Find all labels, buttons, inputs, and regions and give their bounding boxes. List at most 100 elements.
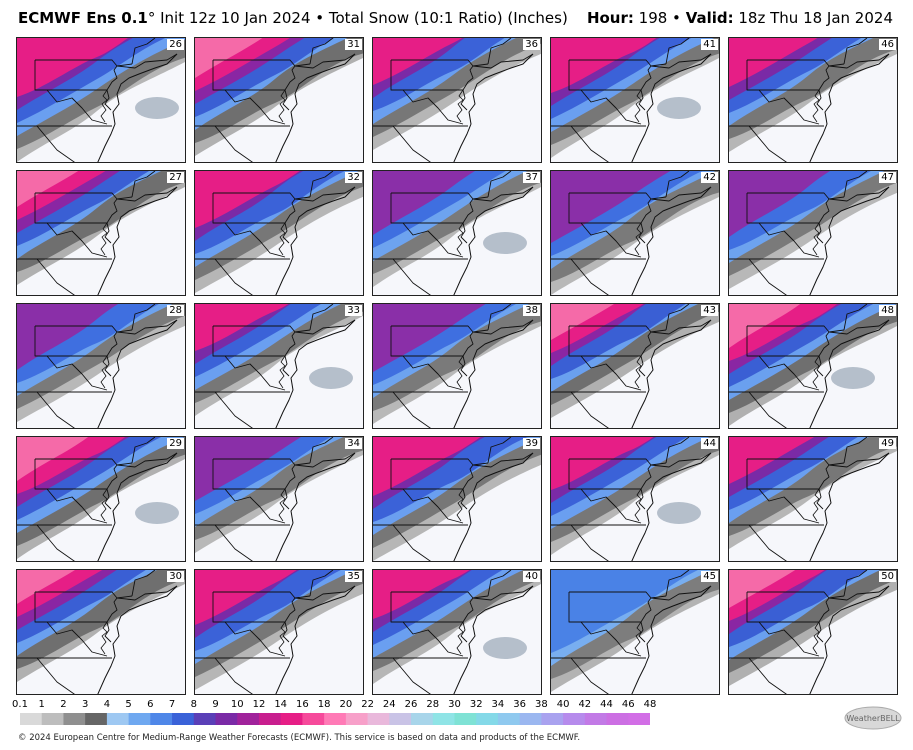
ensemble-member-panel: 41 [550,37,720,163]
ensemble-member-panel: 33 [194,303,364,429]
member-number: 50 [879,571,896,582]
colorbar-segment [345,713,369,725]
ensemble-member-panel: 37 [372,170,542,296]
ensemble-panel-grid: 26 31 36 41 46 27 32 37 42 47 28 33 38 43 48 29 34 39 44 49… [16,37,898,697]
member-number: 31 [345,39,362,50]
snowfall-map [17,38,185,162]
ensemble-member-panel: 42 [550,170,720,296]
colorbar-tick-label: 46 [621,699,635,710]
snowfall-map [17,304,185,428]
colorbar-tick-label: 14 [274,699,288,710]
colorbar-tick-label: 0.1 [12,699,28,710]
colorbar-tick-label: 38 [535,699,548,710]
ensemble-member-panel: 35 [194,569,364,695]
colorbar-segment [432,713,455,725]
colorbar-segment [324,713,347,725]
colorbar-tick-label: 7 [168,699,176,710]
ensemble-member-panel: 31 [194,37,364,163]
snowfall-map [551,171,719,295]
colorbar-segment [497,713,521,725]
ensemble-member-panel: 49 [728,436,898,562]
ensemble-member-panel: 44 [550,436,720,562]
member-number: 39 [523,438,540,449]
member-number: 49 [879,438,896,449]
member-number: 27 [167,172,184,183]
member-number: 40 [523,571,540,582]
member-number: 32 [345,172,362,183]
snowfall-map [729,304,897,428]
snowfall-map [17,171,185,295]
map-title: ECMWF Ens 0.1° Init 12z 10 Jan 2024 • To… [18,9,568,27]
ensemble-member-panel: 39 [372,436,542,562]
snowfall-map [551,38,719,162]
ensemble-member-panel: 30 [16,569,186,695]
colorbar-tick-label: 4 [103,699,111,710]
colorbar-segment [606,713,629,725]
snowfall-map [17,570,185,694]
colorbar-tick-label: 48 [643,699,657,710]
snowfall-map [195,437,363,561]
member-number: 37 [523,172,540,183]
colorbar-tick-label: 32 [469,699,483,710]
snowfall-map [729,570,897,694]
member-number: 41 [701,39,718,50]
colorbar-tick-label: 16 [296,699,309,710]
colorbar-segment [215,713,238,725]
member-number: 26 [167,39,184,50]
colorbar-tick-label: 30 [448,699,461,710]
ensemble-member-panel: 34 [194,436,364,562]
colorbar-segment [280,713,303,725]
colorbar-tick-label: 18 [317,699,331,710]
ensemble-member-panel: 36 [372,37,542,163]
snowfall-map [373,304,541,428]
colorbar-segment [411,713,434,725]
ensemble-member-panel: 29 [16,436,186,562]
snowfall-map [551,570,719,694]
member-number: 48 [879,305,896,316]
colorbar-tick-label: 10 [230,699,244,710]
member-number: 36 [523,39,540,50]
colorbar-tick-label: 26 [404,699,418,710]
colorbar-tick-label: 8 [190,699,197,710]
colorbar-segment [584,713,608,725]
colorbar-scale [20,713,651,725]
snowfall-map [729,38,897,162]
colorbar-segment [563,713,586,725]
colorbar-segment [258,713,282,725]
colorbar-tick-label: 2 [60,699,67,710]
colorbar-segment [85,713,108,725]
member-number: 43 [701,305,718,316]
colorbar-tick-label: 22 [361,699,374,710]
snowfall-map [551,304,719,428]
snowfall-map [373,437,541,561]
snowfall-map [195,38,363,162]
colorbar-segment [454,713,477,725]
header: ECMWF Ens 0.1° Init 12z 10 Jan 2024 • To… [0,0,913,36]
ensemble-member-panel: 43 [550,303,720,429]
colorbar-segment [20,713,43,725]
member-number: 33 [345,305,362,316]
ensemble-member-panel: 45 [550,569,720,695]
snowfall-map [373,171,541,295]
colorbar-segment [628,713,651,725]
ensemble-member-panel: 46 [728,37,898,163]
colorbar-segment [367,713,390,725]
colorbar-segment [41,713,64,725]
colorbar-tick-label: 9 [212,699,219,710]
member-number: 44 [701,438,718,449]
ensemble-member-panel: 38 [372,303,542,429]
colorbar-tick-label: 24 [382,699,396,710]
member-number: 34 [345,438,362,449]
snowfall-map [551,437,719,561]
colorbar-segment [389,713,412,725]
colorbar-tick-label: 40 [556,699,570,710]
colorbar-segment [237,713,260,725]
copyright-footer: © 2024 European Centre for Medium-Range … [18,733,581,743]
member-number: 35 [345,571,362,582]
snowfall-map [729,171,897,295]
colorbar-tick-label: 34 [491,699,505,710]
colorbar-tick-label: 20 [339,699,353,710]
member-number: 46 [879,39,896,50]
colorbar-segment [302,713,325,725]
ensemble-member-panel: 50 [728,569,898,695]
